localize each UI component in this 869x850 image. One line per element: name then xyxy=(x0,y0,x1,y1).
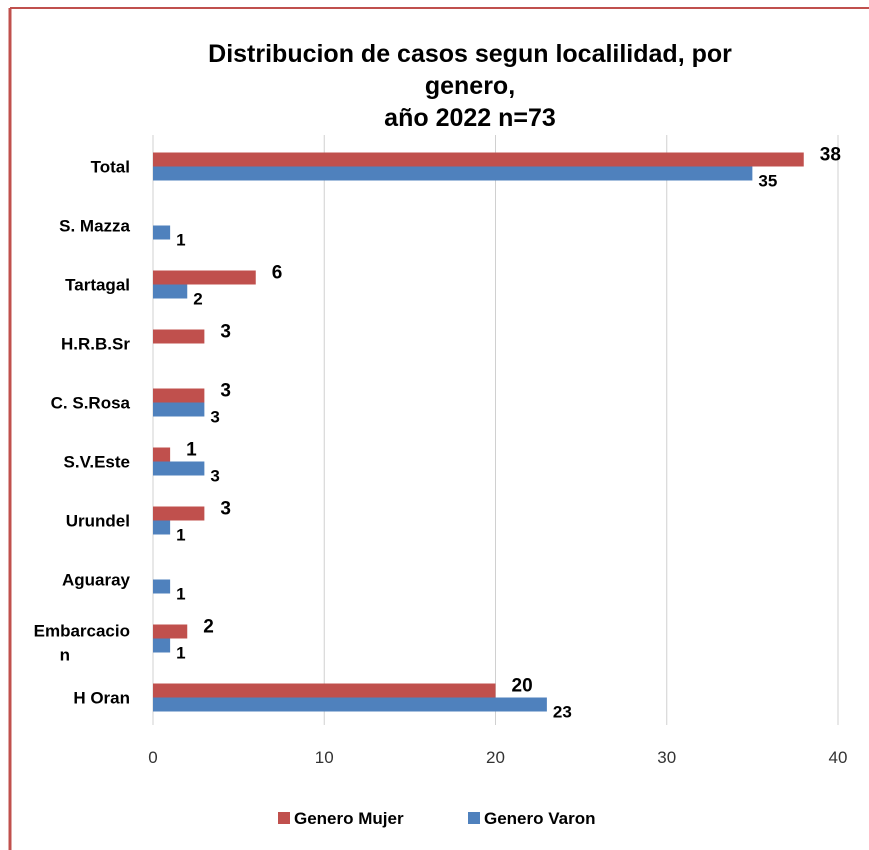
y-tick-label: S.V.Este xyxy=(64,453,130,472)
data-label: 1 xyxy=(176,585,185,604)
bar xyxy=(153,166,753,181)
x-tick-label: 10 xyxy=(315,748,334,767)
data-label: 20 xyxy=(512,676,533,697)
bar xyxy=(153,284,188,299)
data-label: 1 xyxy=(186,440,197,461)
y-tick-label: Urundel xyxy=(66,512,130,531)
x-tick-label: 20 xyxy=(486,748,505,767)
y-tick-label: S. Mazza xyxy=(59,217,130,236)
data-label: 3 xyxy=(220,322,231,343)
bar xyxy=(153,683,496,698)
data-label: 35 xyxy=(758,172,777,191)
data-label: 3 xyxy=(220,499,231,520)
legend-label: Genero Varon xyxy=(484,809,595,828)
bar xyxy=(153,506,205,521)
data-label: 1 xyxy=(176,526,185,545)
bar xyxy=(153,388,205,403)
bar xyxy=(153,270,256,285)
data-label: 1 xyxy=(176,231,185,250)
y-tick-label: Embarcacio n xyxy=(34,622,130,665)
x-tick-label: 30 xyxy=(657,748,676,767)
legend-label: Genero Mujer xyxy=(294,809,404,828)
data-label: 38 xyxy=(820,145,841,166)
bar xyxy=(153,624,188,639)
bar xyxy=(153,520,171,535)
chart-title: Distribucion de casos segun localilidad,… xyxy=(208,40,732,132)
y-tick-label: Total xyxy=(91,158,130,177)
y-tick-label: C. S.Rosa xyxy=(51,394,131,413)
bar xyxy=(153,152,804,167)
bar xyxy=(153,329,205,344)
legend-swatch xyxy=(468,812,480,824)
data-label: 2 xyxy=(203,617,214,638)
x-tick-label: 0 xyxy=(148,748,157,767)
data-label: 23 xyxy=(553,703,572,722)
bar xyxy=(153,402,205,417)
x-tick-label: 40 xyxy=(829,748,848,767)
data-label: 1 xyxy=(176,644,185,663)
bar xyxy=(153,697,547,712)
bar xyxy=(153,461,205,476)
bar xyxy=(153,638,171,653)
data-label: 3 xyxy=(220,381,231,402)
y-tick-label: Aguaray xyxy=(62,571,131,590)
y-tick-label: H Oran xyxy=(73,689,130,708)
bar xyxy=(153,447,171,462)
y-tick-label: Tartagal xyxy=(65,276,130,295)
bar xyxy=(153,225,171,240)
data-label: 3 xyxy=(210,467,219,486)
legend-swatch xyxy=(278,812,290,824)
data-label: 3 xyxy=(210,408,219,427)
data-label: 6 xyxy=(272,263,283,284)
y-tick-label: H.R.B.Sr xyxy=(61,335,130,354)
bar xyxy=(153,579,171,594)
data-label: 2 xyxy=(193,290,202,309)
